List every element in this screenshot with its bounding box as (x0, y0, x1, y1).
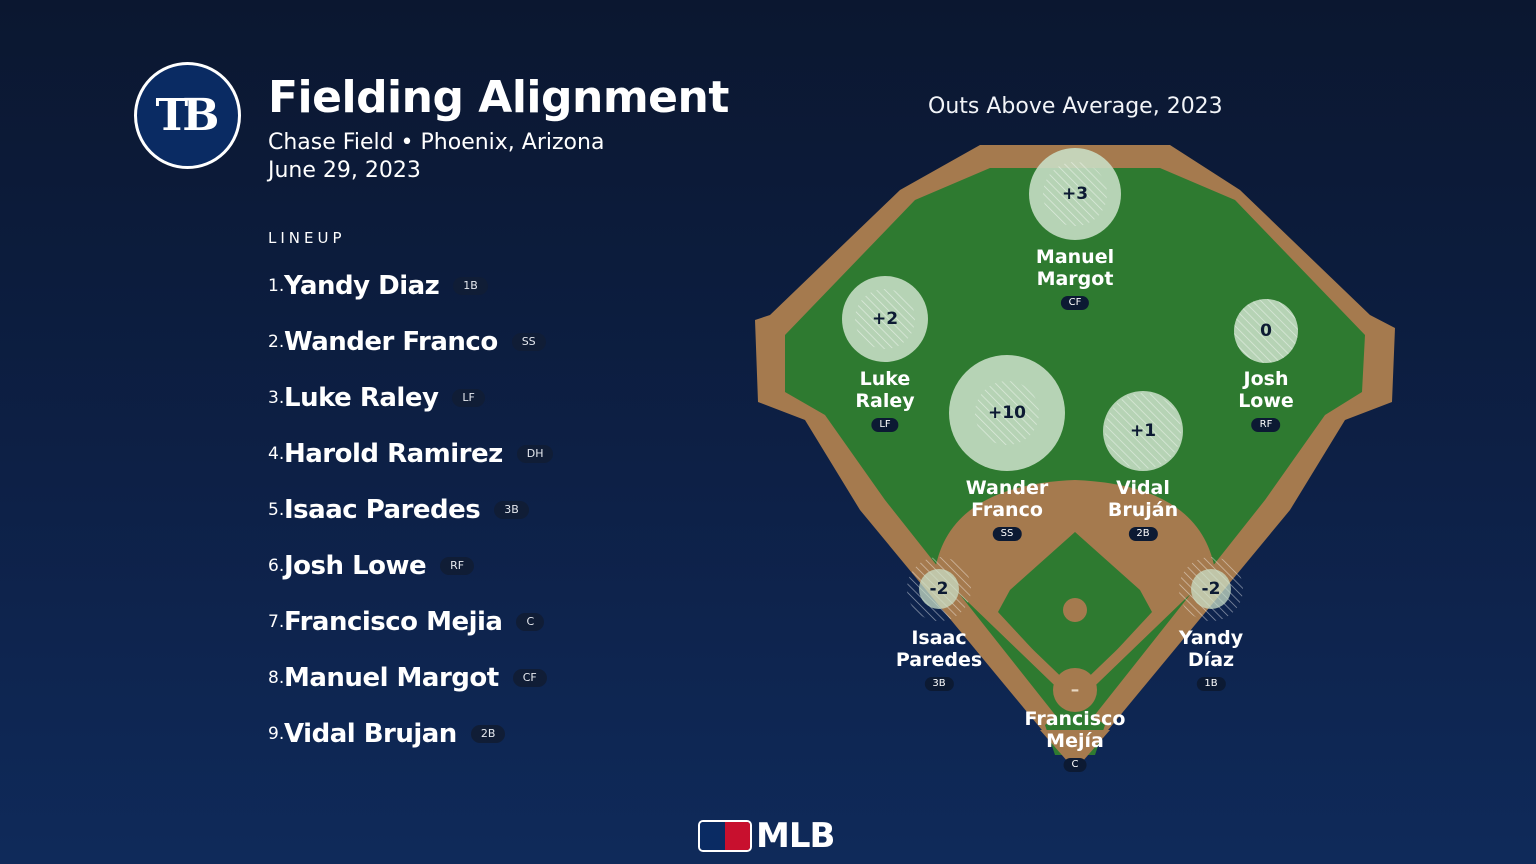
fielder-2b: Vidal Bruján 2B (1108, 477, 1178, 541)
fielder-position-badge: 3B (924, 677, 954, 691)
fielder-ss: Wander Franco SS (965, 477, 1049, 541)
batting-order: 6. (268, 556, 285, 576)
fielder-position-badge: 1B (1196, 677, 1226, 691)
mlb-batter-icon (698, 820, 752, 852)
batting-order: 7. (268, 612, 285, 632)
fielder-name: Isaac Paredes (895, 627, 983, 671)
oaa-value-rf: 0 (1260, 321, 1272, 341)
fielder-name: Manuel Margot (1035, 246, 1115, 290)
player-name: Wander Franco (284, 327, 498, 357)
team-logo: TB (134, 62, 241, 169)
position-badge: LF (452, 389, 485, 407)
fielder-1b: Yandy Díaz 1B (1179, 627, 1243, 691)
baseball-field-diagram: +3 +2 0 +10 +1 -2 -2 – Manuel Margot CF … (750, 130, 1410, 790)
position-badge: C (516, 613, 545, 631)
lineup-item: 9. Vidal Brujan 2B (268, 706, 553, 762)
position-badge: 3B (494, 501, 529, 519)
fielder-position-badge: SS (992, 527, 1022, 541)
fielder-position-badge: RF (1251, 418, 1281, 432)
fielder-name: Vidal Bruján (1107, 477, 1179, 521)
player-name: Yandy Diaz (284, 271, 440, 301)
game-date: June 29, 2023 (268, 158, 421, 183)
player-name: Harold Ramirez (284, 439, 503, 469)
fielder-position-badge: C (1063, 758, 1087, 772)
position-badge: CF (512, 669, 547, 687)
venue: Chase Field • Phoenix, Arizona (268, 130, 605, 155)
fielder-name: Yandy Díaz (1178, 627, 1244, 671)
fielder-position-badge: CF (1060, 296, 1090, 310)
position-badge: 1B (453, 277, 488, 295)
player-name: Luke Raley (284, 383, 439, 413)
fielder-name: Josh Lowe (1238, 368, 1294, 412)
lineup-item: 7. Francisco Mejia C (268, 594, 553, 650)
oaa-value-3b: -2 (929, 579, 949, 599)
lineup-item: 4. Harold Ramirez DH (268, 426, 554, 482)
chart-title: Outs Above Average, 2023 (928, 94, 1223, 119)
batting-order: 8. (268, 668, 285, 688)
fielder-rf: Josh Lowe RF (1238, 368, 1294, 432)
mlb-logo: MLB (698, 816, 835, 856)
mlb-wordmark: MLB (756, 816, 835, 856)
fielder-lf: Luke Raley LF (855, 368, 915, 432)
position-badge: SS (511, 333, 546, 351)
batting-order: 2. (268, 332, 285, 352)
page-title: Fielding Alignment (268, 72, 729, 123)
fielder-name: Luke Raley (855, 368, 915, 412)
batting-order: 4. (268, 444, 285, 464)
lineup-list: 1. Yandy Diaz 1B 2. Wander Franco SS 3. Luke … (268, 258, 554, 762)
fielder-position-badge: LF (871, 418, 899, 432)
lineup-item: 8. Manuel Margot CF (268, 650, 553, 706)
player-name: Josh Lowe (284, 551, 427, 581)
player-name: Vidal Brujan (284, 719, 457, 749)
oaa-value-ss: +10 (988, 403, 1026, 423)
oaa-value-c: – (1070, 680, 1080, 700)
position-badge: DH (516, 445, 554, 463)
position-badge: RF (440, 557, 475, 575)
position-badge: 2B (470, 725, 506, 743)
lineup-item: 5. Isaac Paredes 3B (268, 482, 553, 538)
batting-order: 5. (268, 500, 285, 520)
lineup-heading: LINEUP (268, 229, 346, 247)
lineup-item: 3. Luke Raley LF (268, 370, 553, 426)
fielder-3b: Isaac Paredes 3B (896, 627, 982, 691)
fielder-name: Wander Franco (965, 477, 1049, 521)
player-name: Francisco Mejia (284, 607, 503, 637)
oaa-value-1b: -2 (1201, 579, 1221, 599)
player-name: Isaac Paredes (284, 495, 481, 525)
fielder-cf: Manuel Margot CF (1036, 246, 1114, 310)
lineup-item: 6. Josh Lowe RF (268, 538, 553, 594)
fielder-c: Francisco Mejía C (1024, 708, 1126, 772)
player-name: Manuel Margot (284, 663, 499, 693)
lineup-item: 1. Yandy Diaz 1B (268, 258, 553, 314)
batting-order: 9. (268, 724, 285, 744)
oaa-value-2b: +1 (1129, 421, 1157, 441)
fielder-name: Francisco Mejía (1024, 708, 1126, 752)
team-logo-text: TB (155, 90, 220, 141)
oaa-value-lf: +2 (871, 309, 899, 329)
oaa-value-cf: +3 (1061, 184, 1089, 204)
lineup-item: 2. Wander Franco SS (268, 314, 553, 370)
fielder-position-badge: 2B (1128, 527, 1158, 541)
batting-order: 1. (268, 276, 285, 296)
batting-order: 3. (268, 388, 285, 408)
field-icon (755, 145, 1395, 770)
